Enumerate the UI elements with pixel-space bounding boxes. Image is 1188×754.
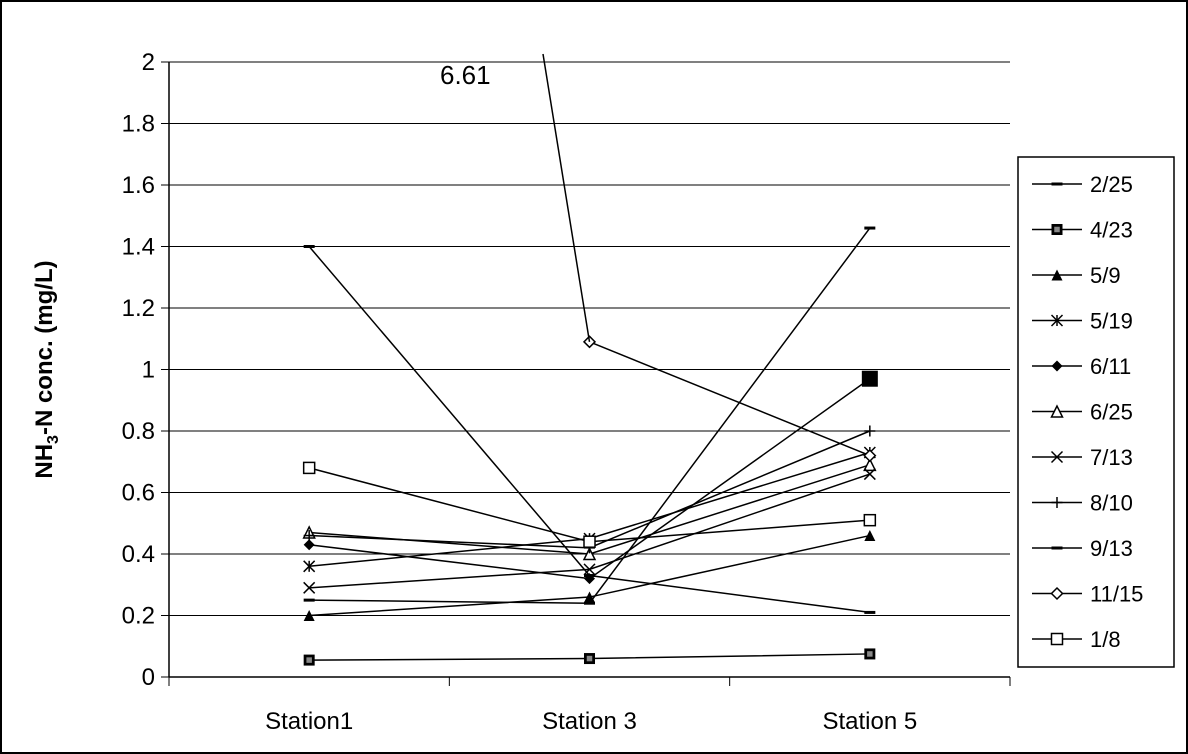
- y-tick-label: 0.8: [122, 418, 155, 445]
- legend-marker-4-23-inner: [1054, 226, 1060, 233]
- legend-label-7-13: 7/13: [1090, 445, 1133, 470]
- y-tick-label: 0.2: [122, 603, 155, 630]
- y-tick-label: 1.8: [122, 111, 155, 138]
- series-point-4-23-inner: [867, 651, 873, 657]
- series-point-6-11: [861, 370, 878, 387]
- legend-label-8-10: 8/10: [1090, 491, 1133, 516]
- y-tick-label: 0.6: [122, 480, 155, 507]
- legend-marker-6-25: [1050, 404, 1064, 418]
- series-point-5-9: [864, 530, 876, 542]
- series-point-6-11: [584, 573, 595, 585]
- series-line-11-15: [589, 341, 871, 457]
- series-point-4-23-inner: [586, 655, 593, 662]
- legend-marker-1-8: [1050, 632, 1064, 646]
- legend-marker-5-9: [1051, 269, 1063, 281]
- legend-label-11-15: 11/15: [1090, 582, 1143, 607]
- y-tick-label: 1.2: [122, 295, 155, 322]
- y-tick-label: 0: [142, 664, 155, 691]
- legend-label-6-25: 6/25: [1090, 400, 1133, 425]
- legend-label-2-25: 2/25: [1090, 172, 1133, 197]
- y-tick-label: 1.4: [122, 234, 155, 261]
- series-point-5-9: [303, 610, 315, 621]
- legend-marker-7-13-b: [1050, 450, 1064, 464]
- series-point-6-25: [863, 457, 877, 472]
- legend-label-6-11: 6/11: [1090, 354, 1131, 379]
- x-category-label: Station1: [265, 708, 353, 735]
- series-point-1-8: [863, 513, 877, 527]
- series-point-6-25: [582, 546, 597, 561]
- series-point-7-13-b: [303, 581, 316, 594]
- legend-marker-6-11: [1051, 360, 1063, 372]
- series-point-7-13-b: [863, 468, 876, 481]
- y-tick-label: 0.4: [122, 541, 155, 568]
- legend-label-4-23: 4/23: [1090, 218, 1133, 243]
- legend-label-9-13: 9/13: [1090, 536, 1133, 561]
- legend-label-5-19: 5/19: [1090, 309, 1133, 334]
- y-axis-label: NH3-N conc. (mg/L): [31, 260, 62, 478]
- series-point-1-8: [302, 461, 316, 475]
- offscale-value-label: 6.61: [440, 60, 491, 90]
- legend-marker-11-15: [1050, 586, 1064, 601]
- x-category-label: Station 3: [542, 708, 637, 735]
- legend-label-5-9: 5/9: [1090, 263, 1121, 288]
- series-point-11-15: [863, 449, 877, 463]
- offscale-segment: [542, 53, 591, 342]
- series-point-7-13-b: [583, 563, 596, 576]
- y-tick-label: 2: [142, 49, 155, 76]
- series-point-1-8: [583, 535, 596, 548]
- series-point-4-23-inner: [306, 657, 312, 663]
- series-point-6-11: [303, 539, 315, 551]
- y-tick-label: 1: [142, 357, 155, 384]
- y-tick-label: 1.6: [122, 172, 155, 199]
- x-category-label: Station 5: [822, 708, 917, 735]
- legend-label-1-8: 1/8: [1090, 627, 1121, 652]
